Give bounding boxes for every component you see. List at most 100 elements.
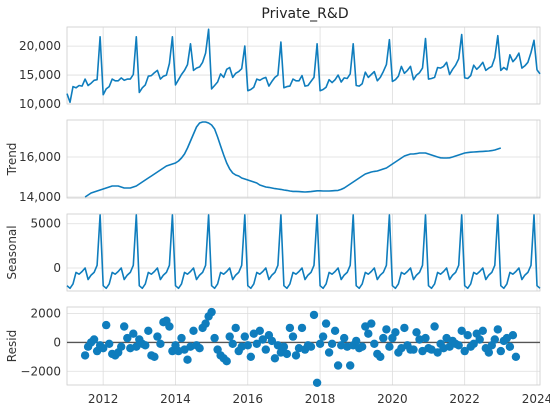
x-tick-label: 2022 (449, 392, 480, 406)
resid-point (255, 326, 264, 335)
resid-point (288, 332, 298, 341)
resid-point (141, 341, 150, 350)
resid-point (391, 328, 400, 337)
y-tick-label: 5000 (30, 217, 61, 231)
observed-series-line (66, 28, 541, 104)
resid-point (117, 342, 126, 351)
resid-point (80, 351, 90, 360)
resid-point (433, 348, 442, 357)
resid-point (123, 333, 132, 343)
resid-point (246, 352, 255, 361)
resid-point (129, 329, 138, 338)
x-tick-label: 2018 (305, 392, 336, 406)
resid-point (258, 335, 267, 344)
resid-point (165, 322, 174, 331)
resid-point (297, 323, 307, 333)
resid-point (282, 349, 292, 359)
resid-point (189, 326, 198, 335)
resid-point (183, 355, 192, 364)
resid-point (367, 319, 376, 328)
resid-point (144, 326, 153, 335)
resid-point (511, 352, 521, 361)
resid-point (102, 320, 111, 330)
panel-frame (66, 119, 541, 199)
trend-series-line (84, 121, 502, 198)
resid-point (243, 341, 252, 350)
y-axis-label: Resid (5, 330, 19, 362)
resid-point (364, 329, 373, 338)
resid-point (309, 310, 319, 320)
resid-point (120, 322, 129, 331)
y-tick-label: 14,000 (19, 190, 61, 204)
seasonal-series-line (66, 214, 541, 290)
resid-point (99, 344, 108, 353)
resid-point (385, 342, 394, 351)
resid-point (267, 336, 277, 346)
x-tick-label: 2012 (88, 392, 119, 406)
resid-point (231, 323, 240, 333)
resid-point (225, 332, 234, 341)
resid-point (270, 354, 280, 363)
resid-point (261, 345, 270, 354)
resid-point (89, 335, 99, 344)
resid-point (475, 335, 484, 344)
resid-point (156, 339, 165, 348)
resid-point (252, 339, 261, 348)
panel-frame (66, 26, 541, 105)
resid-point (150, 352, 159, 361)
resid-point (430, 322, 439, 331)
x-tick-label: 2014 (160, 392, 191, 406)
resid-point (201, 319, 210, 328)
resid-point (222, 357, 231, 366)
resid-point (352, 336, 361, 346)
resid-point (490, 335, 499, 344)
resid-point (285, 323, 295, 333)
resid-point (105, 339, 114, 348)
resid-point (315, 339, 325, 348)
resid-point (457, 326, 466, 335)
resid-point (207, 307, 216, 317)
y-tick-label: −2000 (20, 364, 61, 378)
resid-point (508, 331, 518, 340)
resid-point (346, 361, 355, 370)
resid-point (240, 332, 249, 341)
y-tick-label: 10,000 (19, 97, 61, 111)
x-tick-label: 2016 (232, 392, 263, 406)
y-axis-label: Trend (5, 143, 19, 177)
resid-point (330, 326, 340, 335)
resid-point (478, 326, 487, 335)
resid-point (318, 332, 328, 341)
resid-point (291, 351, 301, 360)
panel-resid: −2000 0 2000 Resid (5, 307, 541, 387)
resid-point (463, 331, 472, 340)
resid-point (279, 342, 289, 351)
resid-point (177, 333, 186, 343)
y-tick-label: 16,000 (19, 150, 61, 164)
resid-point (327, 339, 337, 348)
resid-point (379, 333, 388, 343)
resid-point (312, 378, 322, 387)
y-tick-label: 0 (53, 335, 61, 349)
resid-point (370, 339, 379, 348)
resid-point (400, 323, 409, 333)
panel-observed: 10,000 15,000 20,000 (19, 26, 541, 111)
resid-point (493, 325, 502, 334)
resid-point (210, 333, 219, 343)
resid-point (153, 332, 162, 341)
resid-point (484, 348, 493, 357)
resid-point (340, 333, 349, 343)
resid-point (376, 352, 385, 361)
resid-point (460, 346, 469, 356)
x-tick-label: 2024 (522, 392, 550, 406)
resid-point (496, 346, 505, 356)
resid-point (409, 345, 418, 354)
x-axis-ticks: 2012 2014 2016 2018 2020 2022 2024 (88, 392, 550, 406)
resid-point (321, 319, 331, 328)
resid-point (469, 339, 478, 348)
resid-point (333, 361, 343, 370)
resid-point (358, 342, 367, 351)
y-tick-label: 15,000 (19, 68, 61, 82)
resid-point (454, 341, 463, 350)
